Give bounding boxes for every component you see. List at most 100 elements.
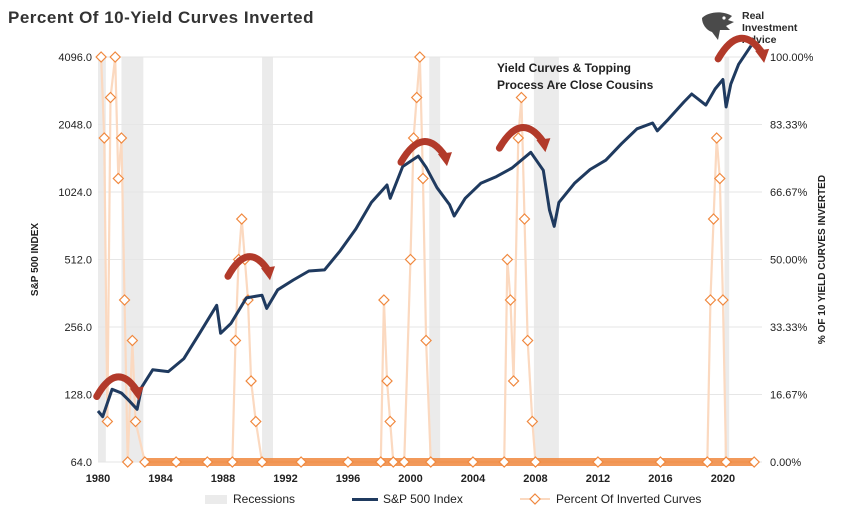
topping-arrow (93, 373, 141, 400)
inverted-point (404, 253, 417, 266)
inverted-point (229, 334, 242, 347)
left-tick-label: 4096.0 (58, 52, 92, 64)
inverted-series-segment (250, 380, 257, 422)
inverted-point (126, 334, 139, 347)
inverted-series-segment (512, 137, 520, 382)
inverted-series-segment (424, 340, 432, 463)
inverted-point (112, 172, 125, 185)
legend-label-inverted: Percent Of Inverted Curves (556, 492, 702, 506)
inverted-point (710, 132, 723, 144)
inverted-point (417, 172, 429, 185)
x-tick-label: 1988 (211, 473, 235, 485)
right-tick-label: 66.67% (770, 187, 808, 199)
left-tick-label: 2048.0 (58, 120, 92, 132)
inverted-point (170, 456, 182, 468)
inverted-point (249, 415, 262, 428)
right-tick-label: 0.00% (770, 457, 801, 469)
x-tick-label: 1984 (148, 473, 173, 485)
inverted-series-segment (120, 137, 126, 301)
topping-arrow (495, 124, 547, 152)
inverted-point (109, 51, 122, 63)
inverted-point (498, 456, 511, 468)
annotation-line-1: Yield Curves & Topping (497, 61, 632, 75)
inverted-point (515, 91, 528, 104)
topping-arrow-head (755, 48, 770, 63)
inverted-point (424, 456, 437, 468)
logo-line-2: Investment (742, 22, 798, 34)
inverted-point (384, 415, 397, 428)
inverted-point (342, 456, 354, 468)
annotation-line-2: Process Are Close Cousins (497, 78, 654, 92)
inverted-series-segment (240, 218, 246, 260)
inverted-series-segment (709, 218, 715, 301)
inverted-point (504, 294, 517, 306)
x-tick-label: 1996 (336, 473, 360, 485)
right-tick-label: 83.33% (770, 120, 808, 132)
inverted-series-segment (526, 340, 534, 422)
inverted-point (139, 456, 151, 468)
inverted-point (118, 294, 131, 306)
inverted-series-segment (389, 421, 395, 463)
right-tick-label: 16.67% (770, 390, 808, 402)
right-tick-label: 100.00% (770, 52, 814, 64)
sp500-line (96, 44, 753, 419)
legend-item-inverted: Percent Of Inverted Curves (520, 490, 701, 508)
topping-arrow-head (129, 386, 144, 401)
inverted-point (526, 415, 539, 428)
topping-arrow (714, 34, 766, 63)
x-tick-label: 1980 (86, 473, 110, 485)
inverted-point (413, 51, 426, 63)
inverted-point (701, 456, 714, 468)
right-tick-label: 33.33% (770, 322, 808, 334)
legend-swatch-inverted-icon (520, 493, 550, 505)
topping-arrow (397, 138, 449, 166)
inverted-point (529, 456, 542, 468)
inverted-point (717, 294, 729, 306)
inverted-point (381, 375, 393, 387)
inverted-point (507, 375, 520, 387)
y-axis-left-title: S&P 500 INDEX (30, 223, 41, 297)
legend-swatch-sp500 (352, 497, 378, 501)
x-tick-label: 2012 (586, 473, 610, 485)
inverted-series-segment (418, 56, 425, 179)
inverted-point (295, 456, 307, 468)
inverted-series-segment (114, 56, 120, 179)
inverted-series-segment (385, 380, 392, 422)
chart-annotation: Yield Curves & Topping Process Are Close… (497, 60, 697, 94)
inverted-point (104, 91, 117, 104)
inverted-point (654, 456, 667, 468)
left-tick-label: 512.0 (64, 255, 92, 267)
inverted-series-segment (531, 421, 537, 463)
inverted-series-segment (100, 56, 106, 139)
x-tick-label: 2016 (648, 473, 672, 485)
left-tick-label: 64.0 (71, 457, 92, 469)
y-axis-right-title: % OF 10 YIELD CURVES INVERTED (817, 175, 828, 344)
inverted-point (704, 294, 717, 306)
right-tick-label: 50.00% (770, 255, 808, 267)
legend-item-recessions: Recessions (205, 490, 295, 508)
x-tick-label: 2004 (461, 473, 486, 485)
topping-arrow (224, 253, 272, 280)
inverted-series-segment (503, 259, 509, 463)
x-tick-label: 1992 (273, 473, 297, 485)
inverted-point (235, 213, 248, 225)
logo-line-1: Real (742, 10, 765, 22)
inverted-point (226, 456, 239, 468)
chart-title: Percent Of 10-Yield Curves Inverted (8, 8, 314, 27)
inverted-series-segment (706, 299, 712, 463)
topping-arrow-head (437, 152, 452, 167)
topping-arrow-head (260, 266, 275, 281)
inverted-point (95, 51, 107, 63)
inverted-series-segment (254, 421, 264, 463)
inverted-point (592, 456, 604, 468)
inverted-point (518, 213, 531, 225)
inverted-series-segment (106, 97, 112, 422)
inverted-point (720, 456, 732, 468)
inverted-series-segment (134, 421, 146, 463)
inverted-point (378, 294, 390, 306)
inverted-point (501, 253, 514, 266)
x-tick-label: 2000 (398, 473, 422, 485)
inverted-point (201, 456, 214, 468)
left-tick-label: 1024.0 (58, 187, 92, 199)
